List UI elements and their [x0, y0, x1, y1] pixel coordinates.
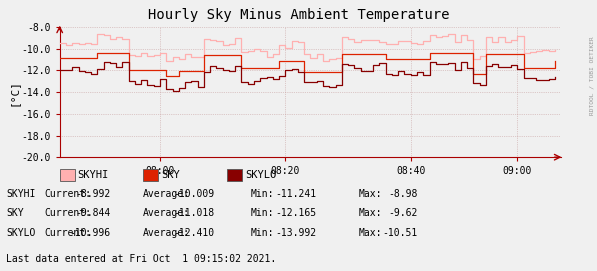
Text: SKYHI: SKYHI — [6, 189, 35, 199]
Text: -8.98: -8.98 — [389, 189, 418, 199]
Text: Average:: Average: — [143, 189, 190, 199]
Text: Average:: Average: — [143, 208, 190, 218]
Text: Current:: Current: — [45, 189, 92, 199]
Text: Min:: Min: — [251, 189, 274, 199]
Text: Last data entered at Fri Oct  1 09:15:02 2021.: Last data entered at Fri Oct 1 09:15:02 … — [6, 254, 276, 264]
Text: Max:: Max: — [358, 228, 381, 238]
Text: Current:: Current: — [45, 208, 92, 218]
Text: Min:: Min: — [251, 208, 274, 218]
Text: -10.51: -10.51 — [383, 228, 418, 238]
Text: -9.844: -9.844 — [75, 208, 110, 218]
Text: -12.410: -12.410 — [174, 228, 215, 238]
Text: -13.992: -13.992 — [275, 228, 316, 238]
Text: RDTOOL / TOBI OETIKER: RDTOOL / TOBI OETIKER — [589, 37, 594, 115]
Text: -9.62: -9.62 — [389, 208, 418, 218]
Text: SKYHI: SKYHI — [78, 170, 109, 180]
Text: Average:: Average: — [143, 228, 190, 238]
Text: -11.241: -11.241 — [275, 189, 316, 199]
Text: SKYLO: SKYLO — [6, 228, 35, 238]
Text: Hourly Sky Minus Ambient Temperature: Hourly Sky Minus Ambient Temperature — [147, 8, 450, 22]
Text: -12.165: -12.165 — [275, 208, 316, 218]
Text: SKYLO: SKYLO — [245, 170, 276, 180]
Text: SKY: SKY — [161, 170, 180, 180]
Text: Current:: Current: — [45, 228, 92, 238]
Text: -10.996: -10.996 — [69, 228, 110, 238]
Text: -8.992: -8.992 — [75, 189, 110, 199]
Text: Max:: Max: — [358, 189, 381, 199]
Y-axis label: [°C]: [°C] — [8, 79, 19, 106]
Text: -11.018: -11.018 — [174, 208, 215, 218]
Text: -10.009: -10.009 — [174, 189, 215, 199]
Text: Min:: Min: — [251, 228, 274, 238]
Text: Max:: Max: — [358, 208, 381, 218]
Text: SKY: SKY — [6, 208, 24, 218]
